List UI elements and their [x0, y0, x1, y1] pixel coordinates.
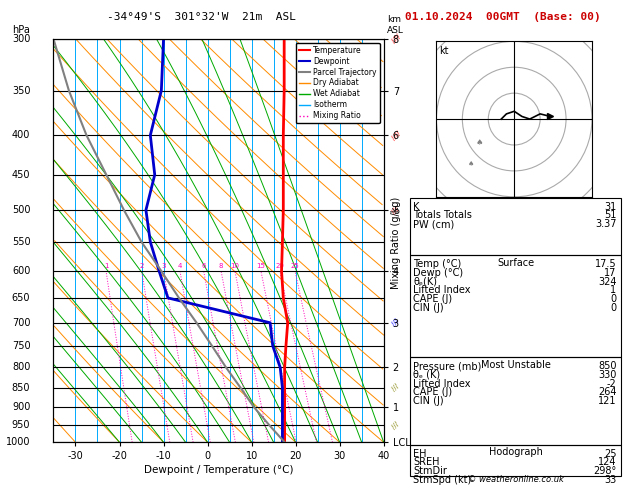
Text: 800: 800 — [12, 363, 30, 372]
Text: 3.37: 3.37 — [595, 219, 616, 229]
Text: 850: 850 — [598, 361, 616, 371]
Text: Pressure (mb): Pressure (mb) — [413, 361, 482, 371]
Text: © weatheronline.co.uk: © weatheronline.co.uk — [468, 474, 564, 484]
Text: 900: 900 — [12, 402, 30, 412]
Text: 1: 1 — [610, 285, 616, 295]
Text: 25: 25 — [291, 263, 299, 269]
Text: ///: /// — [390, 206, 399, 215]
Text: Totals Totals: Totals Totals — [413, 210, 472, 221]
Text: CIN (J): CIN (J) — [413, 303, 444, 313]
Text: 264: 264 — [598, 387, 616, 398]
Text: 700: 700 — [12, 318, 30, 328]
Text: 750: 750 — [12, 341, 30, 351]
Text: 550: 550 — [12, 237, 30, 247]
Text: 350: 350 — [12, 86, 30, 96]
Text: 0: 0 — [610, 303, 616, 313]
Legend: Temperature, Dewpoint, Parcel Trajectory, Dry Adiabat, Wet Adiabat, Isotherm, Mi: Temperature, Dewpoint, Parcel Trajectory… — [296, 43, 380, 123]
Text: 15: 15 — [257, 263, 265, 269]
Text: -2: -2 — [606, 379, 616, 389]
Text: ///: /// — [390, 318, 399, 328]
Text: 650: 650 — [12, 293, 30, 303]
Text: 8: 8 — [219, 263, 223, 269]
Text: ////: //// — [390, 130, 401, 141]
Text: Hodograph: Hodograph — [489, 447, 543, 457]
Text: ♠: ♠ — [467, 161, 474, 167]
Text: 3: 3 — [162, 263, 166, 269]
Text: 4: 4 — [178, 263, 182, 269]
Text: km
ASL: km ASL — [387, 16, 404, 35]
Text: Mixing Ratio (g/kg): Mixing Ratio (g/kg) — [391, 197, 401, 289]
Text: Dewp (°C): Dewp (°C) — [413, 268, 464, 278]
Text: 600: 600 — [12, 266, 30, 276]
Text: ///: /// — [390, 420, 399, 430]
Text: 51: 51 — [604, 210, 616, 221]
Text: 17: 17 — [604, 268, 616, 278]
Text: CAPE (J): CAPE (J) — [413, 294, 452, 304]
Text: 17.5: 17.5 — [595, 259, 616, 269]
Text: Lifted Index: Lifted Index — [413, 285, 470, 295]
Text: 33: 33 — [604, 475, 616, 485]
Text: hPa: hPa — [13, 25, 30, 35]
Text: 500: 500 — [12, 205, 30, 215]
Text: Most Unstable: Most Unstable — [481, 360, 551, 370]
Text: 850: 850 — [12, 383, 30, 393]
Text: ////: //// — [390, 34, 401, 44]
Text: θₑ(K): θₑ(K) — [413, 277, 437, 287]
Text: Temp (°C): Temp (°C) — [413, 259, 462, 269]
Text: 1: 1 — [104, 263, 108, 269]
Text: EH: EH — [413, 449, 426, 459]
Text: 950: 950 — [12, 420, 30, 430]
Text: 124: 124 — [598, 457, 616, 468]
Text: 10: 10 — [230, 263, 240, 269]
Text: 0: 0 — [610, 294, 616, 304]
Text: 298°: 298° — [593, 466, 616, 476]
Text: CAPE (J): CAPE (J) — [413, 387, 452, 398]
Text: ///: /// — [390, 383, 399, 393]
Text: SREH: SREH — [413, 457, 440, 468]
Text: 6: 6 — [201, 263, 206, 269]
Text: StmSpd (kt): StmSpd (kt) — [413, 475, 472, 485]
Text: 25: 25 — [604, 449, 616, 459]
Text: 300: 300 — [12, 34, 30, 44]
Text: PW (cm): PW (cm) — [413, 219, 455, 229]
Text: Lifted Index: Lifted Index — [413, 379, 470, 389]
Text: 31: 31 — [604, 202, 616, 212]
Text: K: K — [413, 202, 420, 212]
Text: Surface: Surface — [497, 258, 535, 268]
Text: kt: kt — [439, 47, 448, 56]
Text: 2: 2 — [140, 263, 144, 269]
Text: 20: 20 — [276, 263, 284, 269]
X-axis label: Dewpoint / Temperature (°C): Dewpoint / Temperature (°C) — [144, 466, 293, 475]
Text: 400: 400 — [12, 130, 30, 140]
Text: 324: 324 — [598, 277, 616, 287]
Text: ♠: ♠ — [476, 138, 483, 147]
Text: 01.10.2024  00GMT  (Base: 00): 01.10.2024 00GMT (Base: 00) — [405, 12, 601, 22]
Text: StmDir: StmDir — [413, 466, 447, 476]
Text: CIN (J): CIN (J) — [413, 396, 444, 406]
Text: 450: 450 — [12, 170, 30, 180]
Text: -34°49'S  301°32'W  21m  ASL: -34°49'S 301°32'W 21m ASL — [107, 12, 296, 22]
Text: 121: 121 — [598, 396, 616, 406]
Text: 330: 330 — [598, 370, 616, 380]
Text: θₑ (K): θₑ (K) — [413, 370, 440, 380]
Text: 1000: 1000 — [6, 437, 30, 447]
